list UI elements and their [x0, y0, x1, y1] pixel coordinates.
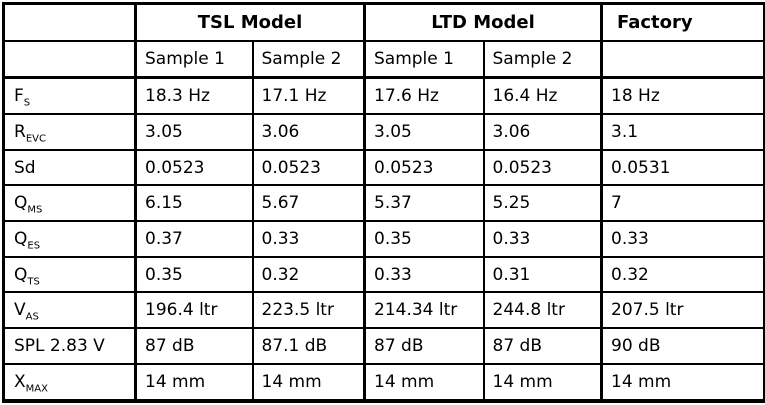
value-cell: 14 mm — [251, 362, 366, 404]
value-cell: 3.05 — [363, 113, 485, 151]
value-cell: 17.1 Hz — [251, 76, 366, 116]
value-cell: 0.0523 — [363, 148, 485, 187]
value-cell: 0.0523 — [251, 148, 366, 187]
value-cell: 16.4 Hz — [482, 76, 603, 116]
row-label-base: Q — [14, 228, 28, 249]
row-qes: QES 0.37 0.33 0.35 0.33 0.33 — [2, 220, 765, 258]
value-cell: 0.0531 — [600, 148, 765, 187]
row-sd: Sd 0.0523 0.0523 0.0523 0.0523 0.0531 — [2, 148, 765, 187]
row-label-base: Q — [14, 264, 28, 285]
row-label-sd: Sd — [2, 148, 137, 187]
row-label-sub: ES — [27, 240, 41, 252]
value-cell: 87 dB — [482, 327, 603, 365]
value-cell: 5.37 — [363, 184, 485, 223]
header-factory: Factory — [600, 2, 765, 43]
row-label-sub: MS — [27, 204, 43, 216]
table-header-row: TSL Model LTD Model Factory — [2, 2, 765, 43]
value-cell: 87 dB — [363, 327, 485, 365]
value-cell: 223.5 ltr — [251, 291, 366, 330]
value-cell: 244.8 ltr — [482, 291, 603, 330]
row-revc: REVC 3.05 3.06 3.05 3.06 3.1 — [2, 113, 765, 151]
value-cell: 0.33 — [482, 220, 603, 258]
value-cell: 0.35 — [363, 220, 485, 258]
row-label-qms: QMS — [2, 184, 137, 223]
value-cell: 0.33 — [600, 220, 765, 258]
value-cell: 196.4 ltr — [134, 291, 254, 330]
corner-cell — [2, 2, 137, 43]
value-cell: 17.6 Hz — [363, 76, 485, 116]
subheader-tsl-sample1: Sample 1 — [134, 40, 254, 80]
value-cell: 7 — [600, 184, 765, 223]
value-cell: 87.1 dB — [251, 327, 366, 365]
value-cell: 3.06 — [482, 113, 603, 151]
value-cell: 0.33 — [363, 255, 485, 294]
value-cell: 6.15 — [134, 184, 254, 223]
value-cell: 0.33 — [251, 220, 366, 258]
value-cell: 90 dB — [600, 327, 765, 365]
row-label-fs: FS — [2, 76, 137, 116]
subheader-ltd-sample1: Sample 1 — [363, 40, 485, 80]
value-cell: 14 mm — [363, 362, 485, 404]
row-label-base: Q — [14, 193, 28, 214]
row-label-sub: EVC — [25, 133, 46, 145]
row-label-base: R — [14, 121, 26, 142]
value-cell: 0.37 — [134, 220, 254, 258]
value-cell: 3.06 — [251, 113, 366, 151]
row-fs: FS 18.3 Hz 17.1 Hz 17.6 Hz 16.4 Hz 18 Hz — [2, 76, 765, 116]
row-label-qes: QES — [2, 220, 137, 258]
value-cell: 0.32 — [600, 255, 765, 294]
table-subheader-row: Sample 1 Sample 2 Sample 1 Sample 2 — [2, 40, 765, 80]
value-cell: 3.05 — [134, 113, 254, 151]
value-cell: 0.35 — [134, 255, 254, 294]
value-cell: 18.3 Hz — [134, 76, 254, 116]
row-label-base: Sd — [14, 157, 36, 178]
value-cell: 5.67 — [251, 184, 366, 223]
value-cell: 14 mm — [482, 362, 603, 404]
value-cell: 207.5 ltr — [600, 291, 765, 330]
value-cell: 0.32 — [251, 255, 366, 294]
row-qms: QMS 6.15 5.67 5.37 5.25 7 — [2, 184, 765, 223]
row-spl: SPL 2.83 V 87 dB 87.1 dB 87 dB 87 dB 90 … — [2, 327, 765, 365]
row-label-sub: S — [23, 97, 31, 109]
row-label-vas: VAS — [2, 291, 137, 330]
value-cell: 214.34 ltr — [363, 291, 485, 330]
row-label-base: F — [14, 86, 24, 107]
value-cell: 0.31 — [482, 255, 603, 294]
subheader-factory-empty — [600, 40, 765, 80]
row-label-base: X — [14, 371, 26, 392]
subheader-tsl-sample2: Sample 2 — [251, 40, 366, 80]
row-label-xmax: XMAX — [2, 362, 137, 404]
row-label-base: SPL 2.83 V — [14, 335, 105, 356]
value-cell: 5.25 — [482, 184, 603, 223]
row-label-base: V — [14, 300, 26, 321]
row-label-qts: QTS — [2, 255, 137, 294]
row-xmax: XMAX 14 mm 14 mm 14 mm 14 mm 14 mm — [2, 362, 765, 404]
row-qts: QTS 0.35 0.32 0.33 0.31 0.32 — [2, 255, 765, 294]
row-label-spl: SPL 2.83 V — [2, 327, 137, 365]
value-cell: 0.0523 — [134, 148, 254, 187]
empty-label-cell — [2, 40, 137, 80]
value-cell: 18 Hz — [600, 76, 765, 116]
row-label-sub: TS — [27, 275, 40, 287]
row-label-sub: AS — [25, 311, 39, 323]
header-ltd-model: LTD Model — [363, 2, 603, 43]
header-tsl-model: TSL Model — [134, 2, 366, 43]
value-cell: 14 mm — [600, 362, 765, 404]
row-vas: VAS 196.4 ltr 223.5 ltr 214.34 ltr 244.8… — [2, 291, 765, 330]
subheader-ltd-sample2: Sample 2 — [482, 40, 603, 80]
value-cell: 0.0523 — [482, 148, 603, 187]
value-cell: 3.1 — [600, 113, 765, 151]
row-label-revc: REVC — [2, 113, 137, 151]
value-cell: 87 dB — [134, 327, 254, 365]
row-label-sub: MAX — [25, 383, 48, 395]
value-cell: 14 mm — [134, 362, 254, 404]
